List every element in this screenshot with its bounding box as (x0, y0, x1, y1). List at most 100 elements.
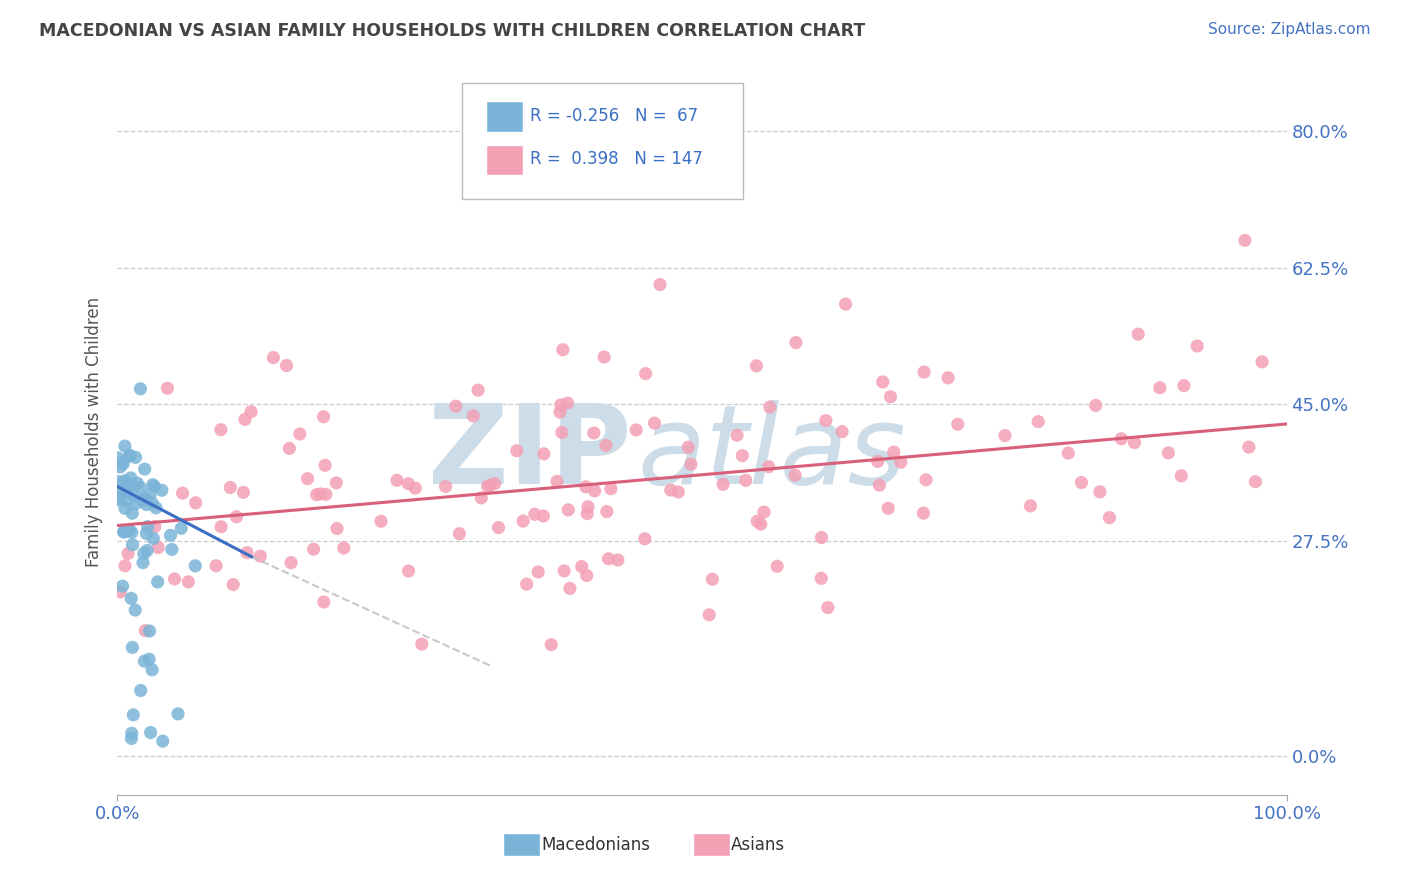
Point (890, 455, 912, 469)
Point (325, 475, 347, 490)
Point (634, 532, 657, 546)
Point (831, 425, 853, 439)
Point (817, 600, 839, 615)
Point (725, 428, 748, 442)
Point (531, 508, 554, 523)
Point (127, 476, 149, 491)
Point (766, 559, 789, 574)
Point (142, 477, 165, 491)
Text: Macedonians: Macedonians (541, 836, 651, 854)
Point (936, 371, 959, 385)
Point (411, 637, 433, 651)
Point (209, 520, 232, 534)
Point (225, 509, 247, 524)
Point (160, 542, 183, 557)
Point (143, 479, 166, 493)
Point (114, 501, 136, 516)
Text: Source: ZipAtlas.com: Source: ZipAtlas.com (1208, 22, 1371, 37)
Point (644, 416, 666, 430)
Point (868, 478, 890, 492)
Point (132, 546, 155, 560)
Point (129, 683, 152, 698)
Point (129, 480, 152, 494)
Point (150, 483, 173, 498)
Point (129, 382, 152, 396)
Point (121, 726, 143, 740)
Point (262, 351, 284, 365)
Point (118, 477, 141, 491)
Point (606, 553, 628, 567)
FancyBboxPatch shape (463, 83, 742, 199)
Point (449, 526, 471, 541)
Point (758, 459, 780, 474)
Point (370, 514, 392, 528)
Point (711, 477, 734, 491)
Point (167, 706, 190, 721)
Point (143, 519, 166, 533)
Point (312, 409, 335, 424)
Point (232, 485, 254, 500)
Point (315, 487, 337, 501)
Point (599, 482, 621, 496)
Point (115, 493, 138, 508)
Point (747, 514, 769, 528)
Point (141, 663, 163, 677)
Point (134, 624, 156, 638)
Point (533, 447, 555, 461)
Point (1244, 475, 1267, 489)
Point (470, 491, 492, 505)
Point (145, 500, 167, 515)
Point (172, 486, 194, 500)
Point (512, 514, 534, 528)
Point (138, 652, 160, 666)
Point (434, 479, 457, 493)
Point (879, 390, 901, 404)
Point (444, 399, 467, 413)
Point (141, 495, 163, 509)
Point (477, 479, 499, 493)
Point (396, 476, 419, 491)
Point (912, 365, 935, 379)
Point (506, 443, 529, 458)
Point (912, 506, 935, 520)
Point (1233, 233, 1256, 247)
Point (114, 558, 136, 573)
Point (134, 491, 156, 506)
Point (1019, 499, 1042, 513)
Point (659, 483, 682, 497)
Point (112, 524, 135, 539)
Text: R =  0.398   N = 147: R = 0.398 N = 147 (530, 151, 703, 169)
Point (118, 523, 141, 537)
Point (233, 412, 256, 426)
Point (112, 457, 135, 471)
Point (209, 423, 232, 437)
Point (120, 471, 142, 485)
Point (314, 458, 336, 473)
Point (118, 449, 141, 463)
Point (752, 505, 775, 519)
Text: atlas: atlas (637, 401, 907, 507)
Point (118, 478, 141, 492)
Point (866, 454, 889, 468)
Point (139, 725, 162, 739)
Point (111, 579, 134, 593)
Point (1149, 381, 1171, 395)
Point (288, 427, 311, 442)
Point (553, 564, 575, 578)
Point (883, 445, 905, 459)
Point (121, 525, 143, 540)
Point (326, 522, 349, 536)
Text: R = -0.256   N =  67: R = -0.256 N = 67 (530, 107, 699, 126)
Point (1098, 510, 1121, 524)
Point (121, 640, 143, 655)
Point (785, 335, 807, 350)
Point (551, 343, 574, 357)
Point (111, 484, 134, 499)
Point (575, 568, 598, 582)
Point (240, 405, 263, 419)
Point (148, 541, 170, 555)
Point (484, 476, 506, 491)
Point (648, 277, 671, 292)
Point (540, 638, 562, 652)
Point (110, 456, 132, 470)
